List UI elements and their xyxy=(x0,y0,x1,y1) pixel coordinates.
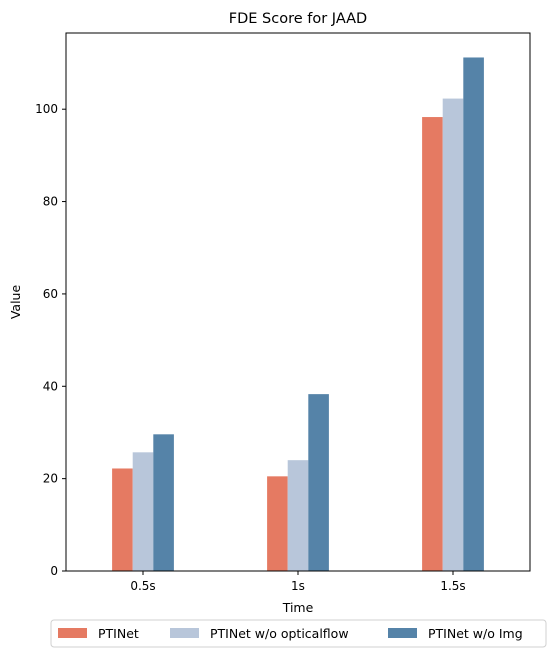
y-tick-label: 40 xyxy=(43,379,58,393)
legend-swatch xyxy=(388,628,417,638)
y-tick-label: 100 xyxy=(35,102,58,116)
chart-title: FDE Score for JAAD xyxy=(229,11,367,27)
y-tick-label: 20 xyxy=(43,472,58,486)
legend: PTINet PTINet w/o opticalflow PTINet w/o I… xyxy=(50,619,547,648)
legend-frame xyxy=(50,619,547,648)
legend-swatch xyxy=(58,628,87,638)
y-tick-label: 80 xyxy=(43,195,58,209)
bar xyxy=(422,117,443,572)
bar xyxy=(442,98,464,571)
bar xyxy=(267,476,288,571)
y-axis-label: Value xyxy=(8,285,23,320)
y-tick-label: 60 xyxy=(43,287,58,301)
y-axis: 0 20 40 60 80 100 xyxy=(35,102,66,578)
bar xyxy=(287,460,309,571)
legend-swatch xyxy=(170,628,199,638)
legend-label: PTINet w/o opticalflow xyxy=(210,626,349,641)
x-tick-label: 1.5s xyxy=(440,579,465,593)
bar xyxy=(308,394,329,571)
bar xyxy=(153,434,174,571)
bar xyxy=(112,468,133,571)
bar xyxy=(463,57,484,572)
legend-label: PTINet xyxy=(98,626,139,641)
x-axis-label: Time xyxy=(282,600,314,615)
x-tick-label: 1s xyxy=(291,579,305,593)
bar xyxy=(132,452,154,571)
bars-group xyxy=(112,57,484,572)
legend-items: PTINet PTINet w/o opticalflow PTINet w/o I… xyxy=(58,626,523,641)
legend-label: PTINet w/o Img xyxy=(428,626,523,641)
x-tick-label: 0.5s xyxy=(130,579,155,593)
y-tick-label: 0 xyxy=(50,564,58,578)
x-axis: 0.5s 1s 1.5s xyxy=(130,571,466,593)
